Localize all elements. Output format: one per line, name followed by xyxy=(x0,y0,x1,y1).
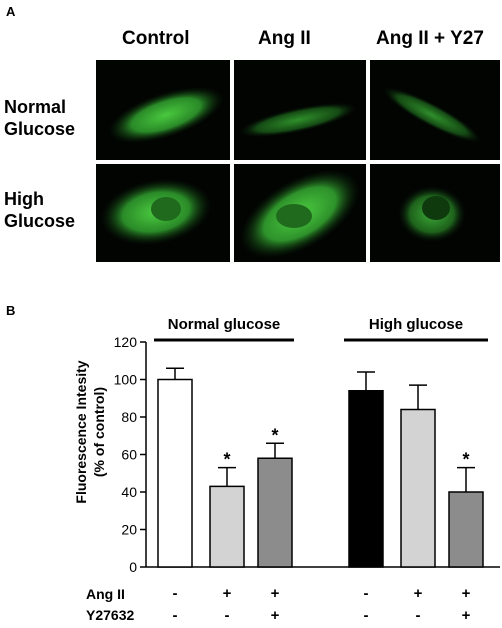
bar-chart: Normal glucose High glucose Fluorescence… xyxy=(73,316,500,624)
condition-mark: + xyxy=(462,607,471,624)
column-header-ang-ii-y27: Ang II + Y27 xyxy=(376,28,484,49)
column-header-ang-ii: Ang II xyxy=(258,28,311,49)
y-tick-label: 80 xyxy=(121,409,137,425)
cell-image xyxy=(398,186,466,242)
condition-mark: + xyxy=(271,585,280,602)
cell-image xyxy=(240,169,360,259)
cell-image xyxy=(383,87,481,143)
y-tick-label: 20 xyxy=(121,522,137,538)
micrograph-high-ang-ii xyxy=(234,164,366,262)
row-header-high-glucose: High Glucose xyxy=(4,188,75,232)
bar xyxy=(209,485,245,568)
row-header-line: Normal xyxy=(4,97,67,117)
condition-label-ang-ii: Ang II xyxy=(86,586,125,602)
y-tick-label: 120 xyxy=(114,334,138,350)
panel-a-letter: A xyxy=(6,4,16,19)
significance-marker: * xyxy=(271,425,278,445)
cell-image xyxy=(100,179,212,245)
row-header-normal-glucose: Normal Glucose xyxy=(4,96,75,140)
condition-mark: + xyxy=(414,585,423,602)
condition-label-y27632: Y27632 xyxy=(86,607,134,623)
row-header-line: Glucose xyxy=(4,119,76,139)
condition-mark: + xyxy=(223,585,232,602)
cell-image xyxy=(239,102,357,138)
micrograph-normal-ang-ii xyxy=(234,60,366,160)
bar xyxy=(400,408,436,568)
condition-mark: + xyxy=(462,585,471,602)
y-axis-label-line-2: (% of control) xyxy=(91,387,107,477)
condition-mark: - xyxy=(416,607,421,624)
row-header-line: Glucose xyxy=(4,211,76,231)
condition-marks: - + + - + + - - + - - + xyxy=(173,585,471,624)
y-ticks: 0 20 40 60 80 100 120 xyxy=(114,334,146,575)
micrograph-high-ang-ii-y27 xyxy=(370,164,500,262)
condition-mark: - xyxy=(173,585,178,602)
y-tick-label: 0 xyxy=(129,559,137,575)
y-tick-label: 100 xyxy=(114,372,138,388)
panel-b-letter: B xyxy=(6,303,16,318)
micrograph-high-control xyxy=(96,164,230,262)
y-axis-label-line-1: Fluorescence Intesity xyxy=(73,360,89,503)
cell-image xyxy=(108,87,224,143)
condition-mark: - xyxy=(364,607,369,624)
y-tick-label: 40 xyxy=(121,484,137,500)
micrograph-normal-control xyxy=(96,60,230,160)
bar xyxy=(257,457,293,568)
micrograph-normal-ang-ii-y27 xyxy=(370,60,500,160)
column-header-control: Control xyxy=(122,28,190,49)
condition-mark: - xyxy=(364,585,369,602)
group-label-normal-glucose: Normal glucose xyxy=(168,316,281,333)
row-header-line: High xyxy=(4,189,44,209)
condition-mark: - xyxy=(173,607,178,624)
significance-marker: * xyxy=(223,450,230,470)
bars: * * * xyxy=(157,367,484,568)
y-tick-label: 60 xyxy=(121,447,137,463)
significance-marker: * xyxy=(462,450,469,470)
bar xyxy=(448,491,484,568)
condition-mark: + xyxy=(271,607,280,624)
condition-mark: - xyxy=(225,607,230,624)
bar xyxy=(157,378,193,568)
bar xyxy=(348,390,384,568)
group-label-high-glucose: High glucose xyxy=(369,316,463,333)
